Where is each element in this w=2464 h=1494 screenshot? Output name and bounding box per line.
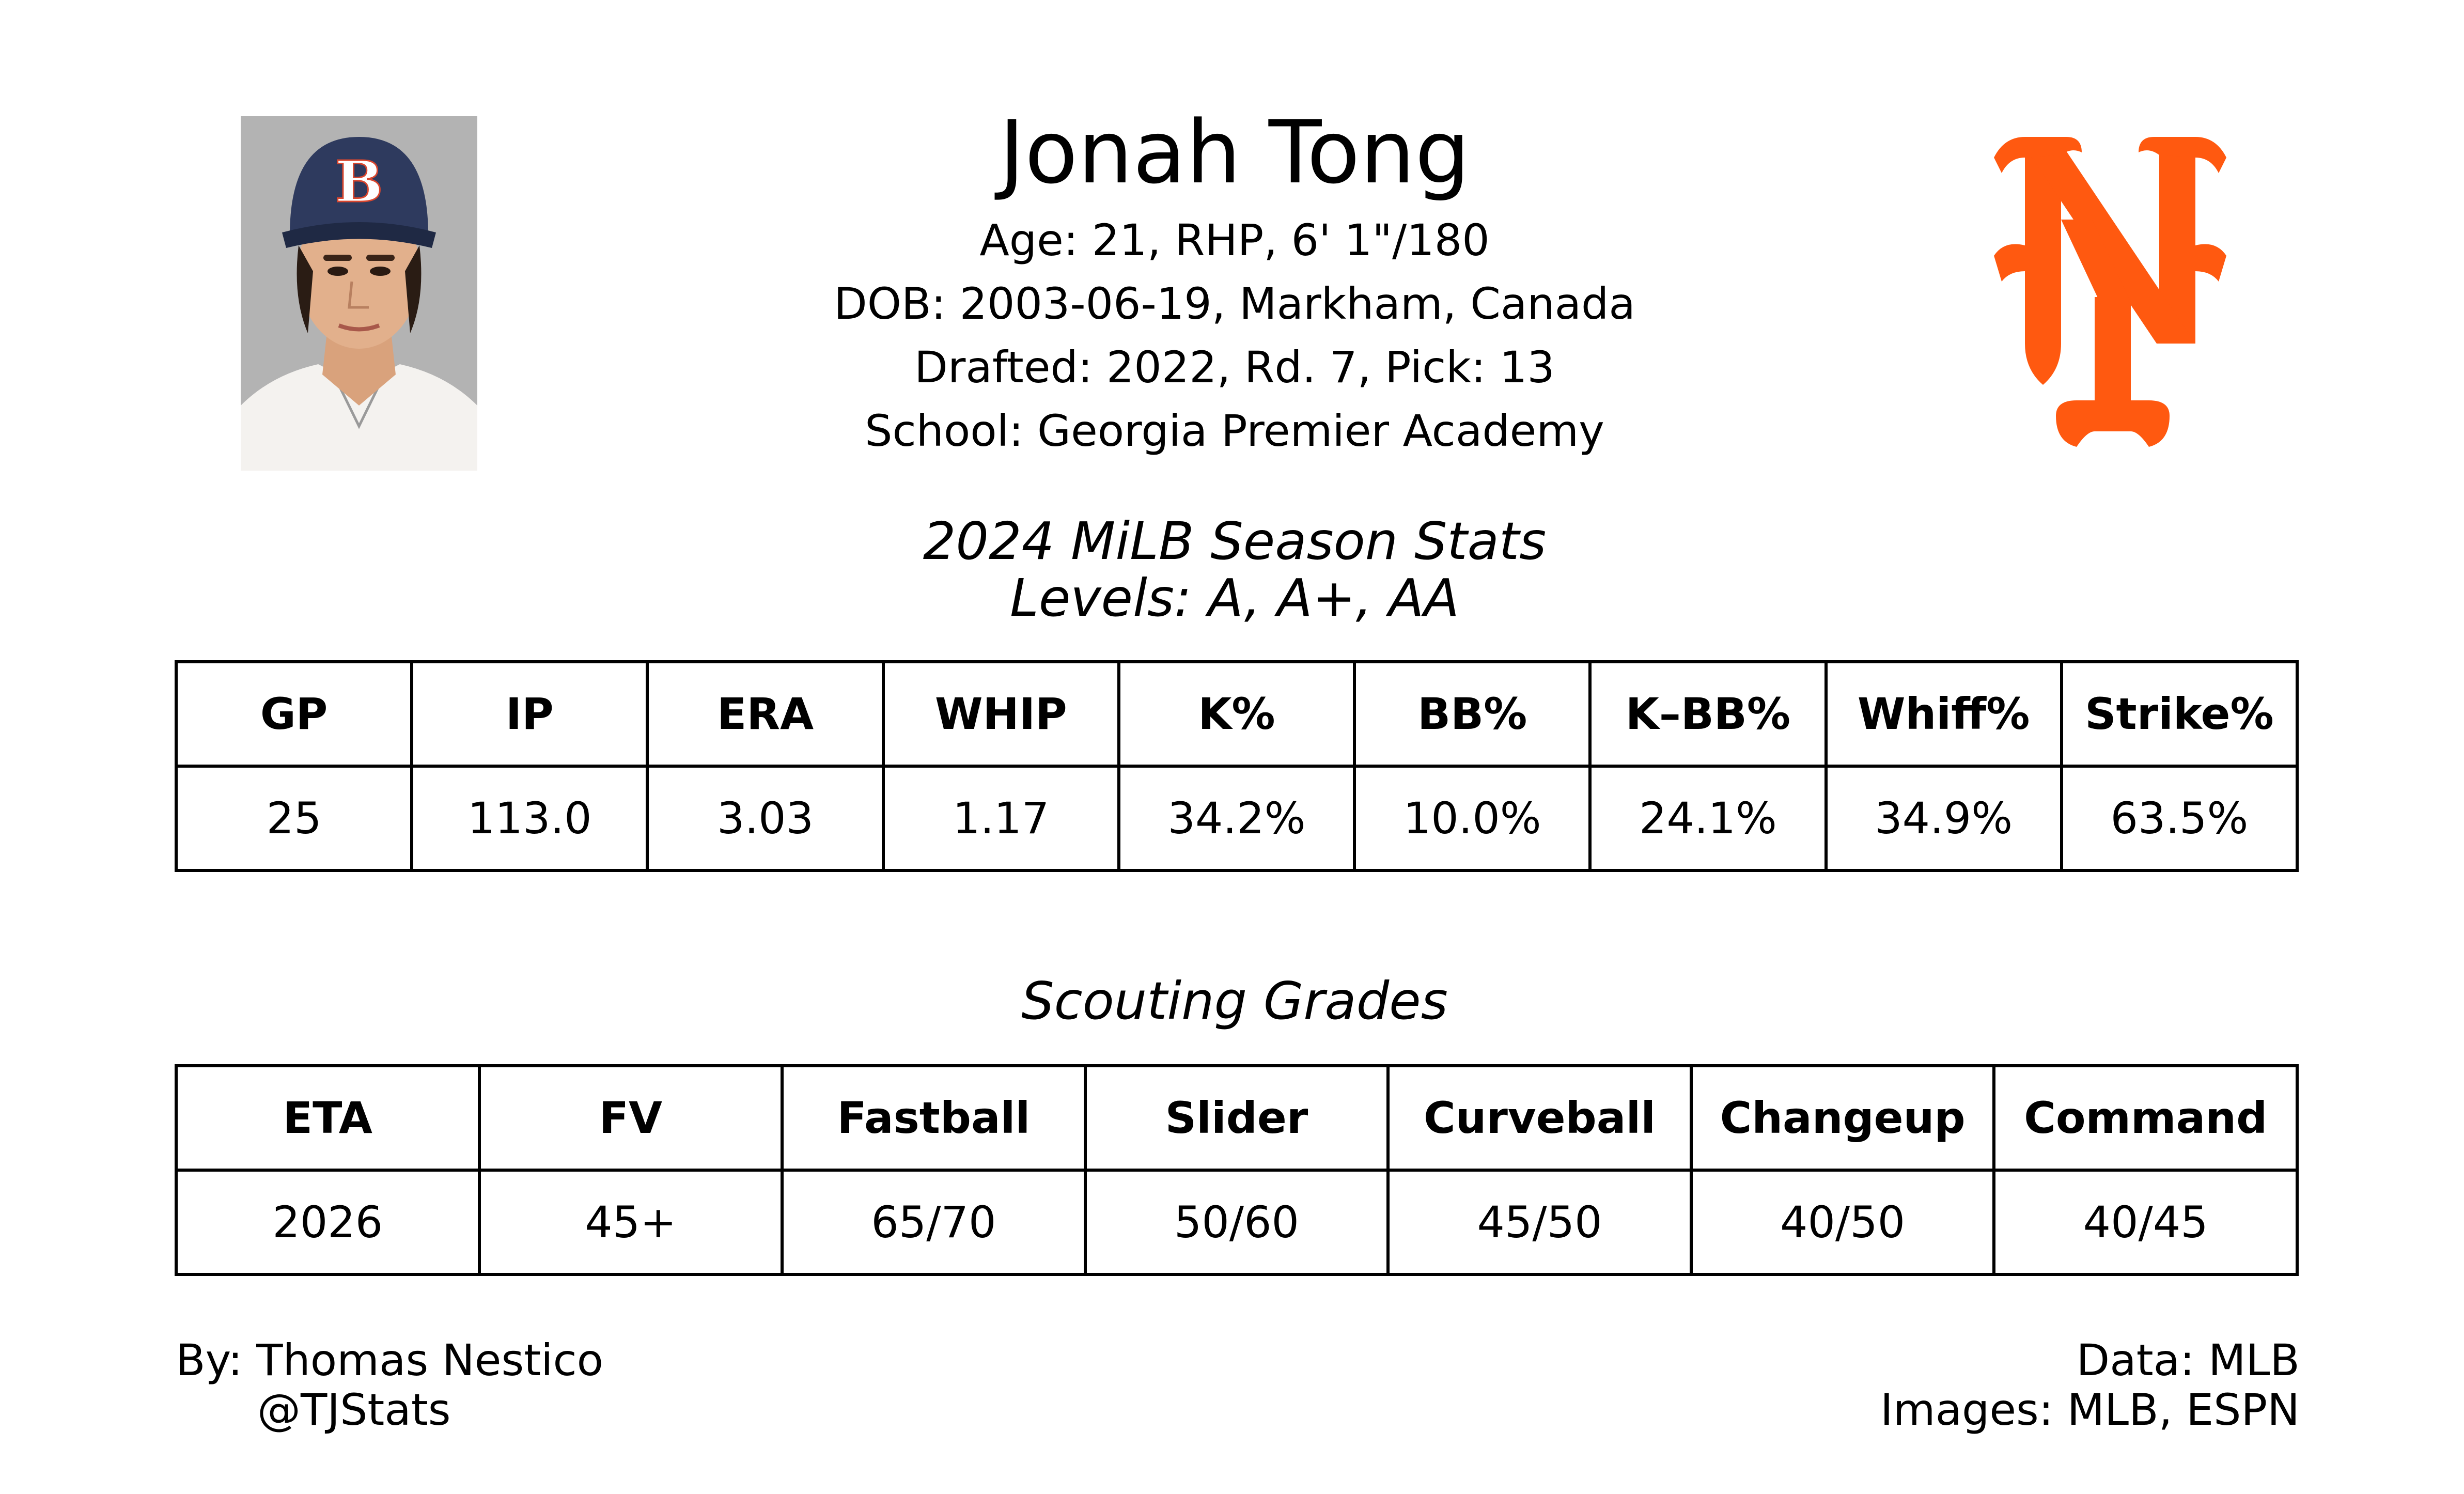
player-drafted: Drafted: 2022, Rd. 7, Pick: 13 [914,342,1555,393]
stat-value-k-pct: 34.2% [1117,765,1356,872]
grade-value-eta: 2026 [175,1169,481,1276]
svg-text:B: B [335,148,383,215]
stat-header-bb-pct: BB% [1353,660,1592,768]
scouting-grades-title: Scouting Grades [1021,971,1448,1031]
stat-header-k-pct: K% [1117,660,1356,768]
stats-value-row: 25 113.0 3.03 1.17 34.2% 10.0% 24.1% 34.… [174,765,2299,872]
season-stats-title: 2024 MiLB Season Stats [923,511,1547,571]
grade-value-fastball: 65/70 [781,1169,1087,1276]
season-levels: Levels: A, A+, AA [1010,568,1459,628]
player-name: Jonah Tong [999,102,1470,203]
stat-header-strike-pct: Strike% [2060,660,2299,768]
grade-header-command: Command [1992,1064,2299,1172]
stat-header-ip: IP [410,660,649,768]
stat-header-whiff-pct: Whiff% [1824,660,2063,768]
stat-value-era: 3.03 [646,765,885,872]
team-logo [1994,127,2226,462]
player-headshot: B [241,116,477,471]
grade-header-changeup: Changeup [1689,1064,1996,1172]
player-age: Age: 21, RHP, 6' 1"/180 [979,215,1490,266]
stat-value-strike-pct: 63.5% [2060,765,2299,872]
grade-value-changeup: 40/50 [1689,1169,1996,1276]
grade-value-command: 40/45 [1992,1169,2299,1276]
grades-value-row: 2026 45+ 65/70 50/60 45/50 40/50 40/45 [175,1169,2299,1276]
stat-header-era: ERA [646,660,885,768]
grade-header-slider: Slider [1083,1064,1390,1172]
author-credit: By: Thomas Nestico [176,1335,604,1386]
grade-value-fv: 45+ [477,1169,784,1276]
stats-header-row: GP IP ERA WHIP K% BB% K–BB% Whiff% Strik… [174,660,2299,768]
stat-value-bb-pct: 10.0% [1353,765,1592,872]
stat-header-gp: GP [174,660,414,768]
grade-header-fastball: Fastball [781,1064,1087,1172]
season-stats-table: GP IP ERA WHIP K% BB% K–BB% Whiff% Strik… [174,660,2299,872]
grade-value-slider: 50/60 [1083,1169,1390,1276]
player-school: School: Georgia Premier Academy [865,406,1604,456]
stat-value-ip: 113.0 [410,765,649,872]
stat-value-whiff-pct: 34.9% [1824,765,2063,872]
stat-header-whip: WHIP [881,660,1120,768]
author-handle: @TJStats [257,1384,451,1435]
grade-header-curveball: Curveball [1386,1064,1693,1172]
stat-header-k-bb-pct: K–BB% [1588,660,1828,768]
grade-header-fv: FV [477,1064,784,1172]
stat-value-k-bb-pct: 24.1% [1588,765,1828,872]
data-source: Data: MLB [2076,1335,2300,1386]
stat-value-whip: 1.17 [881,765,1120,872]
image-source: Images: MLB, ESPN [1880,1384,2300,1435]
grade-value-curveball: 45/50 [1386,1169,1693,1276]
grade-header-eta: ETA [175,1064,481,1172]
stat-value-gp: 25 [174,765,414,872]
scouting-grades-table: ETA FV Fastball Slider Curveball Changeu… [175,1064,2299,1276]
grades-header-row: ETA FV Fastball Slider Curveball Changeu… [175,1064,2299,1172]
player-dob: DOB: 2003-06-19, Markham, Canada [834,278,1635,329]
